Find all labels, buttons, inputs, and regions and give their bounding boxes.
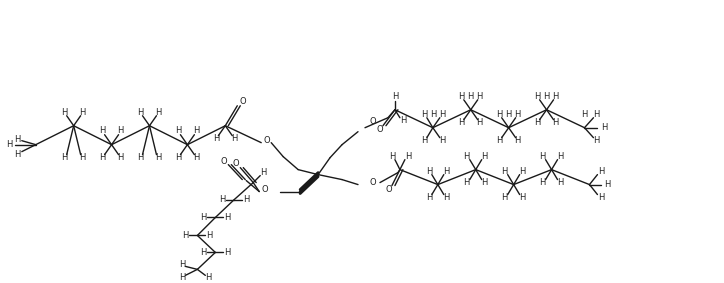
Text: H: H [421,136,427,145]
Text: H: H [405,152,411,161]
Text: H: H [62,108,68,117]
Text: H: H [155,153,161,162]
Text: H: H [476,118,483,127]
Text: H: H [468,92,474,101]
Text: H: H [117,153,124,162]
Text: H: H [243,195,250,204]
Text: H: H [476,92,483,101]
Text: H: H [400,116,406,125]
Text: H: H [180,273,185,282]
Text: H: H [439,136,445,145]
Text: H: H [429,110,436,119]
Text: O: O [240,97,247,106]
Text: H: H [193,126,200,135]
Text: H: H [605,180,610,189]
Text: O: O [233,159,240,168]
Text: H: H [593,136,599,145]
Text: H: H [502,167,508,176]
Text: H: H [497,136,503,145]
Text: O: O [370,178,376,187]
Text: H: H [182,231,188,240]
Text: H: H [444,193,450,202]
Text: H: H [224,248,230,257]
Text: H: H [519,167,526,176]
Text: H: H [205,273,211,282]
Text: H: H [392,92,398,101]
Text: H: H [557,152,564,161]
Text: H: H [593,110,599,119]
Text: H: H [544,92,550,101]
Text: H: H [175,126,182,135]
Text: H: H [80,108,86,117]
Text: H: H [505,110,512,119]
Text: H: H [557,178,564,187]
Text: H: H [200,248,206,257]
Text: H: H [155,108,161,117]
Text: H: H [421,110,427,119]
Text: H: H [14,150,21,159]
Text: O: O [370,117,376,126]
Text: H: H [539,152,546,161]
Text: H: H [439,110,445,119]
Text: H: H [502,193,508,202]
Text: H: H [552,118,559,127]
Text: H: H [534,118,541,127]
Text: H: H [62,153,68,162]
Text: H: H [444,167,450,176]
Text: H: H [260,168,266,177]
Text: O: O [262,185,269,194]
Text: H: H [180,260,185,269]
Text: H: H [481,152,488,161]
Text: H: H [200,213,206,222]
Text: H: H [515,136,521,145]
Text: O: O [386,185,392,194]
Text: H: H [224,213,230,222]
Text: H: H [80,153,86,162]
Text: H: H [497,110,503,119]
Text: H: H [231,134,237,143]
Text: H: H [552,92,559,101]
Text: H: H [213,134,219,143]
Text: H: H [534,92,541,101]
Text: H: H [426,167,432,176]
Text: H: H [458,92,465,101]
Text: H: H [175,153,182,162]
Text: H: H [6,140,12,149]
Text: H: H [598,193,605,202]
Text: H: H [99,126,106,135]
Text: H: H [99,153,106,162]
Text: H: H [193,153,200,162]
Text: H: H [463,178,470,187]
Text: O: O [220,157,227,166]
Text: H: H [389,152,395,161]
Text: H: H [14,135,21,144]
Text: H: H [598,167,605,176]
Text: H: H [519,193,526,202]
Text: H: H [481,178,488,187]
Text: H: H [117,126,124,135]
Text: H: H [581,110,588,119]
Text: H: H [601,123,607,132]
Text: H: H [539,178,546,187]
Text: H: H [463,152,470,161]
Text: O: O [376,125,383,134]
Text: O: O [264,136,271,145]
Text: H: H [138,153,143,162]
Text: H: H [426,193,432,202]
Text: H: H [219,195,225,204]
Text: H: H [515,110,521,119]
Text: H: H [138,108,143,117]
Text: H: H [458,118,465,127]
Text: H: H [206,231,213,240]
